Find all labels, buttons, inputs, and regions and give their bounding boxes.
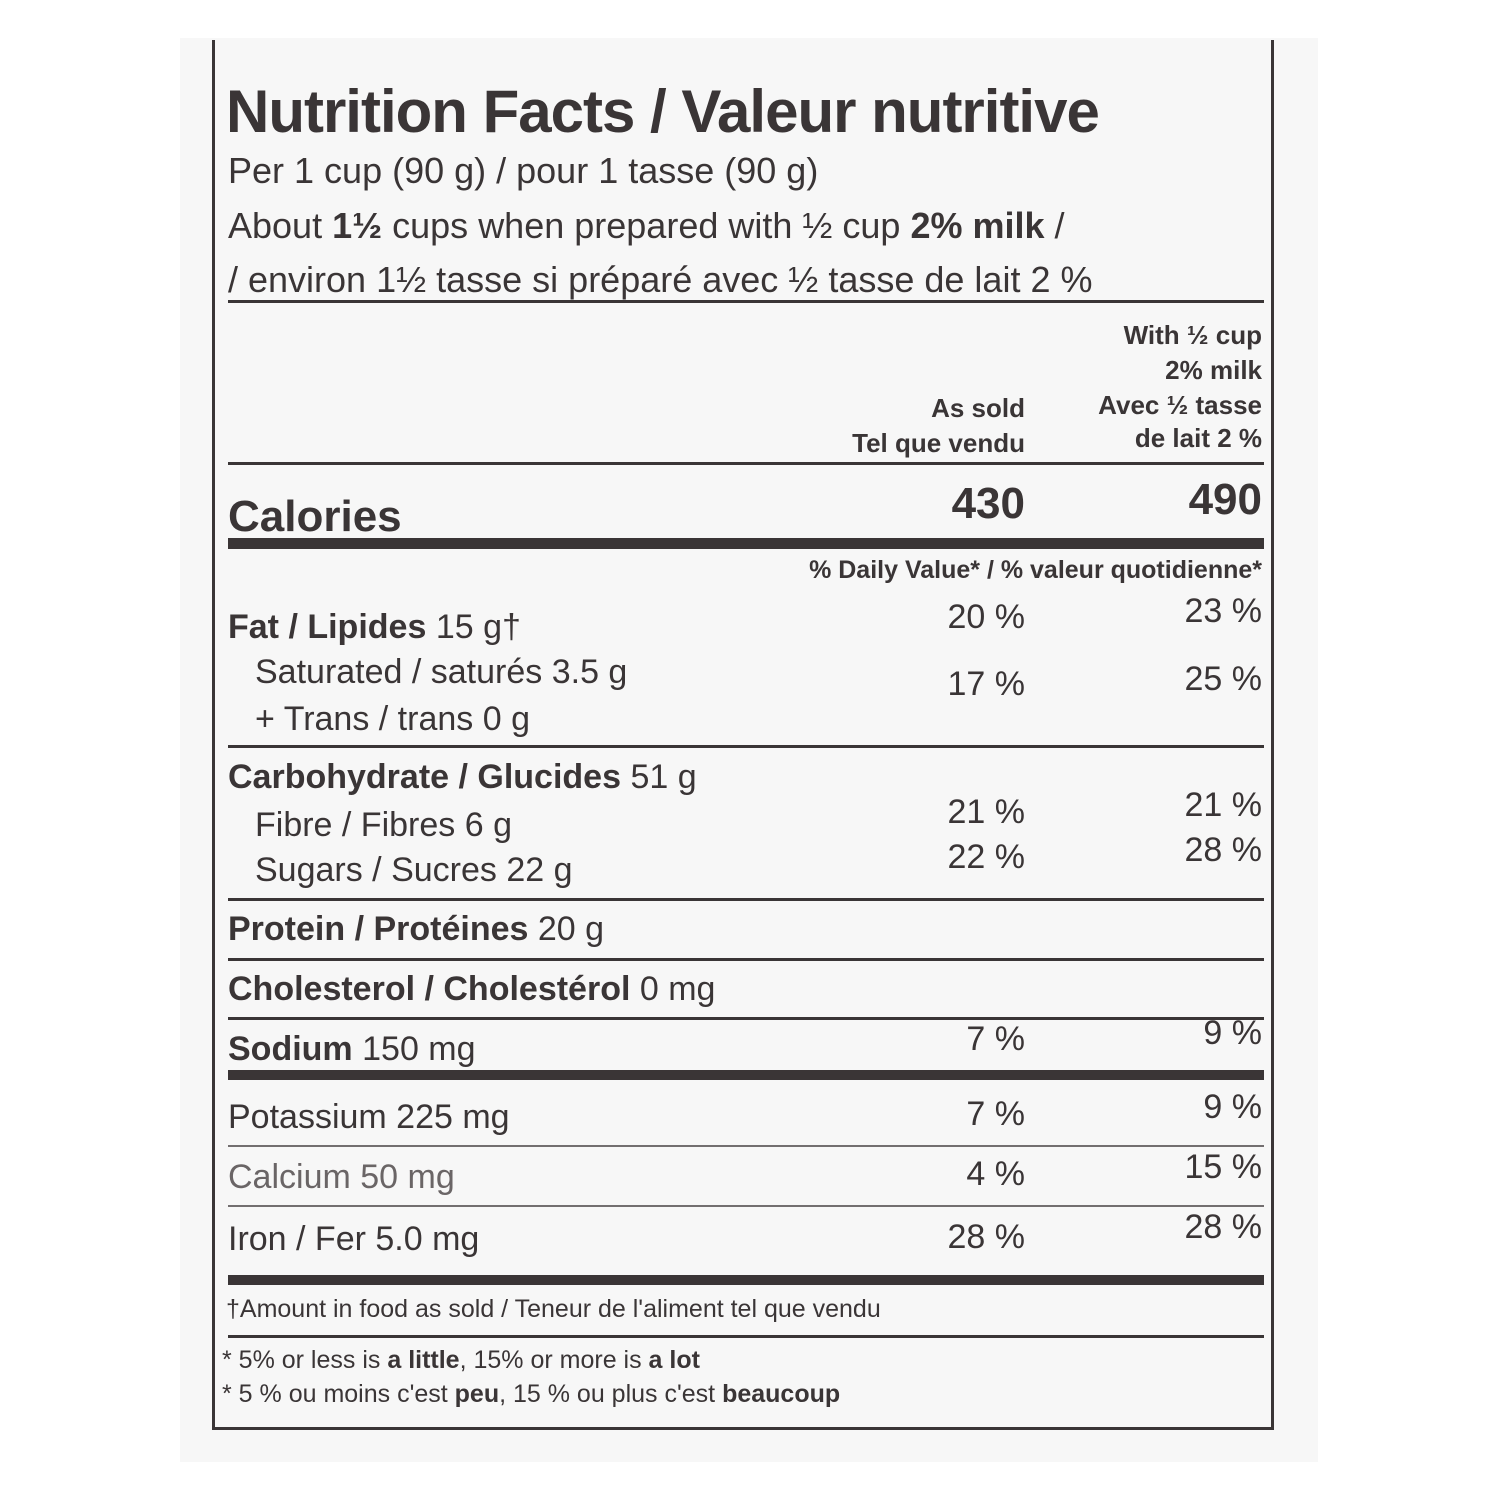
nutrient-cholesterol: Cholesterol / Cholestérol 0 mg (228, 972, 715, 1006)
calories-label: Calories (228, 492, 402, 541)
footnote-daily-value-fr: * 5 % ou moins c'est peu, 15 % ou plus c… (222, 1382, 840, 1407)
text: a lot (648, 1346, 700, 1374)
text: 2% milk (910, 205, 1045, 246)
saturated-trans-dv-as-sold: 17 % (947, 665, 1026, 703)
calcium-dv-with-milk: 15 % (1184, 1148, 1263, 1186)
nutrient-fibre: Fibre / Fibres 6 g (255, 806, 512, 844)
sugars-dv-as-sold: 22 % (947, 838, 1026, 876)
text: Sodium (228, 1030, 353, 1068)
sugars-dv-with-milk: 28 % (1184, 831, 1263, 869)
nutrient-iron: Iron / Fer 5.0 mg (228, 1220, 480, 1258)
text: * 5% or less is (222, 1346, 388, 1374)
sodium-dv-as-sold: 7 % (966, 1020, 1025, 1058)
iron-dv-as-sold: 28 % (947, 1218, 1026, 1256)
text: , 15% or more is (459, 1346, 649, 1374)
column-header-milk-1: With ½ cup (1123, 320, 1262, 350)
serving-size: Per 1 cup (90 g) / pour 1 tasse (90 g) (228, 150, 819, 191)
divider (228, 958, 1264, 961)
text: About (228, 205, 333, 246)
thick-divider (228, 1070, 1264, 1080)
calcium-dv-as-sold: 4 % (966, 1155, 1025, 1193)
fibre-dv-with-milk: 21 % (1184, 786, 1263, 824)
divider (228, 1145, 1264, 1147)
sodium-dv-with-milk: 9 % (1203, 1014, 1262, 1052)
text: 1½ (332, 205, 383, 246)
nutrition-facts-table (212, 40, 1274, 1430)
calories-with-milk: 490 (1188, 475, 1262, 524)
column-header-milk-4: de lait 2 % (1134, 423, 1262, 453)
nutrient-protein: Protein / Protéines 20 g (228, 912, 604, 946)
fat-dv-as-sold: 20 % (947, 598, 1026, 636)
package-background (180, 38, 1318, 1462)
nutrient-saturated: Saturated / saturés 3.5 g (255, 653, 628, 691)
nutrient-calcium: Calcium 50 mg (228, 1158, 455, 1196)
text: 0 mg (639, 970, 716, 1008)
text: Cholesterol / Cholestérol (228, 970, 631, 1008)
text: / (1044, 205, 1065, 246)
footnote-dagger: †Amount in food as sold / Teneur de l'al… (226, 1295, 881, 1323)
nutrient-potassium: Potassium 225 mg (228, 1098, 510, 1136)
divider (228, 1205, 1264, 1207)
column-header-as-sold-2: Tel que vendu (852, 428, 1025, 458)
nutrient-sodium: Sodium 150 mg (228, 1032, 476, 1066)
fat-dv-with-milk: 23 % (1184, 592, 1263, 630)
divider (228, 745, 1264, 748)
text: a little (387, 1346, 460, 1374)
thick-divider (228, 538, 1264, 549)
thick-divider (228, 1275, 1264, 1285)
text: cups when prepared with ½ cup (382, 205, 911, 246)
serving-prepared-en: About 1½ cups when prepared with ½ cup 2… (228, 208, 1065, 244)
footnote-daily-value-en: * 5% or less is a little, 15% or more is… (222, 1348, 700, 1373)
column-header-as-sold-1: As sold (931, 393, 1025, 423)
divider (228, 1017, 1264, 1020)
daily-value-header: % Daily Value* / % valeur quotidienne* (809, 556, 1262, 584)
divider (228, 462, 1264, 465)
potassium-dv-with-milk: 9 % (1203, 1088, 1262, 1126)
text: Fat / Lipides (228, 608, 427, 646)
text: peu (454, 1380, 500, 1408)
nutrient-trans: + Trans / trans 0 g (255, 700, 530, 738)
divider (228, 898, 1264, 901)
text: 51 g (630, 758, 697, 796)
divider (228, 300, 1264, 303)
text: , 15 % ou plus c'est (499, 1380, 723, 1408)
text: 150 mg (362, 1030, 476, 1068)
text: Protein / Protéines (228, 910, 529, 948)
potassium-dv-as-sold: 7 % (966, 1095, 1025, 1133)
text: 20 g (537, 910, 605, 948)
text: beaucoup (722, 1380, 841, 1408)
saturated-trans-dv-with-milk: 25 % (1184, 660, 1263, 698)
iron-dv-with-milk: 28 % (1184, 1208, 1263, 1246)
text: 15 g† (435, 608, 521, 646)
text: * 5 % ou moins c'est (222, 1380, 455, 1408)
text: Carbohydrate / Glucides (228, 758, 621, 796)
column-header-milk-3: Avec ½ tasse (1098, 390, 1262, 420)
nutrient-fat: Fat / Lipides 15 g† (228, 610, 521, 644)
nutrient-sugars: Sugars / Sucres 22 g (255, 851, 573, 889)
calories-as-sold: 430 (951, 479, 1025, 528)
divider (228, 1335, 1264, 1338)
label-title: Nutrition Facts / Valeur nutritive (226, 78, 1100, 145)
column-header-milk-2: 2% milk (1165, 355, 1262, 385)
serving-prepared-fr: / environ 1½ tasse si préparé avec ½ tas… (228, 259, 1093, 300)
nutrient-carbohydrate: Carbohydrate / Glucides 51 g (228, 760, 697, 794)
fibre-dv-as-sold: 21 % (947, 793, 1026, 831)
